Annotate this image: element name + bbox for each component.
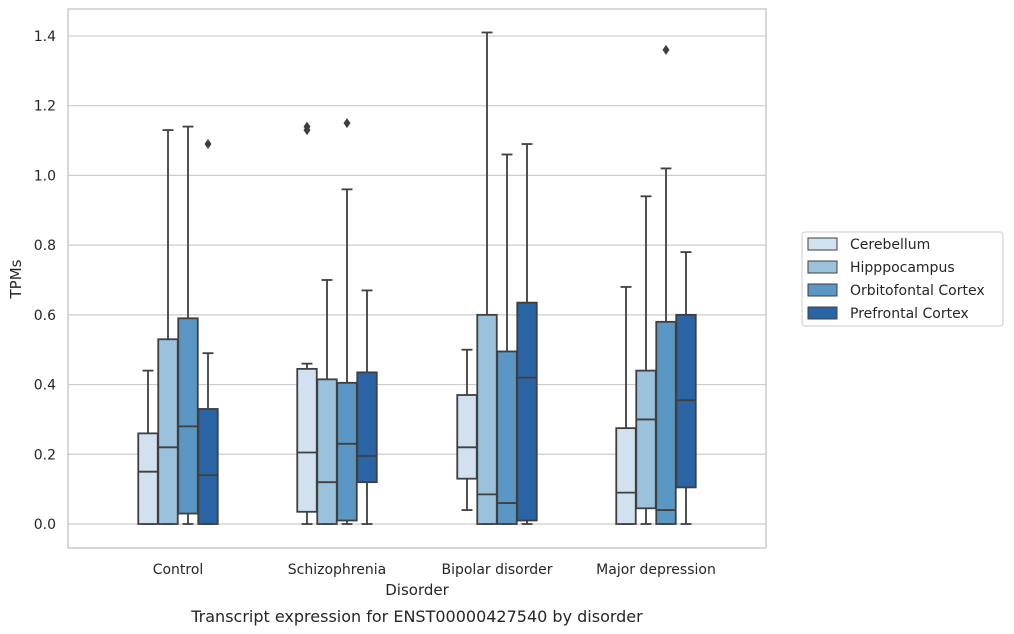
y-tick-label: 1.0: [34, 168, 56, 184]
box-orbitofontal-cortex: [336, 118, 358, 525]
box-orbitofontal-cortex: [496, 153, 518, 525]
box-orbitofontal-cortex: [655, 44, 677, 525]
box-prefrontal-cortex: [675, 251, 697, 525]
box-prefrontal-cortex: [516, 143, 538, 525]
y-tick-label: 0.8: [34, 238, 56, 254]
plot-frame: [67, 8, 767, 549]
x-tick-label: Bipolar disorder: [441, 562, 552, 578]
iqr-box: [336, 381, 358, 522]
box-cerebellum: [615, 286, 637, 525]
legend-swatch: [807, 237, 838, 251]
iqr-box: [456, 394, 478, 480]
iqr-box: [157, 338, 179, 525]
legend-swatch: [807, 260, 838, 274]
box-cerebellum: [137, 369, 159, 525]
box-hipppocampus: [157, 129, 179, 525]
x-tick-label: Control: [153, 562, 204, 578]
iqr-box: [655, 320, 677, 525]
box-hipppocampus: [635, 195, 657, 525]
x-axis-label: Disorder: [385, 581, 449, 599]
legend-label: Orbitofontal Cortex: [850, 283, 985, 299]
y-tick-labels: 0.0 0.2 0.4 0.6 0.8 1.0 1.2 1.4: [34, 29, 56, 533]
iqr-box: [476, 313, 498, 525]
x-tick-label: Major depression: [596, 562, 716, 578]
box-cerebellum: [456, 348, 478, 511]
iqr-box: [296, 367, 318, 513]
legend: Cerebellum Hipppocampus Orbitofontal Corte…: [801, 231, 1004, 327]
y-tick-label: 0.0: [34, 517, 56, 533]
iqr-box: [496, 350, 518, 525]
box-orbitofontal-cortex: [177, 125, 199, 525]
legend-swatch: [807, 283, 838, 297]
iqr-box: [137, 432, 159, 525]
outlier-point: [204, 139, 212, 150]
iqr-box: [356, 371, 378, 484]
box-cerebellum: [296, 121, 318, 525]
iqr-box: [635, 369, 657, 510]
legend-frame: [801, 231, 1004, 327]
y-tick-label: 0.4: [34, 378, 56, 394]
legend-label: Cerebellum: [850, 237, 930, 253]
legend-label: Hipppocampus: [850, 260, 955, 276]
outlier-point: [662, 44, 670, 55]
iqr-box: [177, 317, 199, 515]
outlier-point: [343, 118, 351, 129]
x-tick-label: Schizophrenia: [288, 562, 386, 578]
chart-caption: Transcript expression for ENST0000042754…: [190, 607, 643, 626]
iqr-box: [615, 427, 637, 525]
outlier-point: [303, 121, 311, 132]
iqr-box: [197, 408, 219, 525]
y-tick-label: 1.4: [34, 29, 56, 45]
box-hipppocampus: [316, 279, 338, 525]
iqr-box: [316, 378, 338, 525]
legend-swatch: [807, 306, 838, 320]
y-axis-label: TPMs: [7, 259, 25, 299]
y-tick-label: 1.2: [34, 99, 56, 115]
legend-label: Prefrontal Cortex: [850, 306, 969, 322]
y-tick-label: 0.6: [34, 308, 56, 324]
y-tick-label: 0.2: [34, 447, 56, 463]
box-series: [137, 31, 697, 525]
box-prefrontal-cortex: [356, 289, 378, 525]
box-prefrontal-cortex: [197, 139, 219, 525]
x-tick-labels: Control Schizophrenia Bipolar disorder Majo…: [153, 562, 716, 578]
iqr-box: [516, 301, 538, 522]
